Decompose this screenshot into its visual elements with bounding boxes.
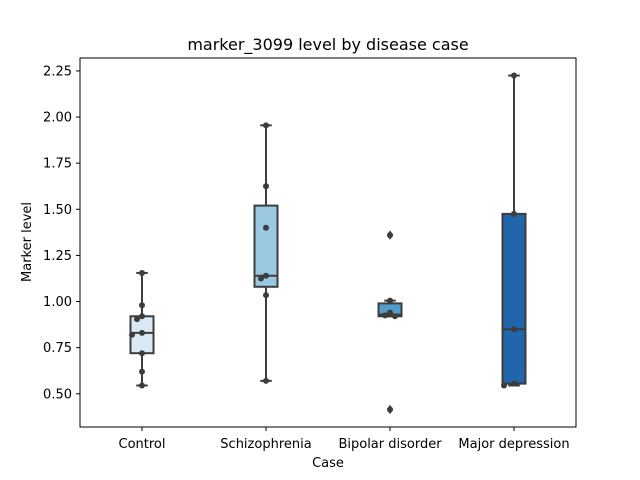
points-group-2 — [382, 232, 398, 413]
y-tick-label: 1.75 — [43, 157, 72, 172]
data-point — [501, 382, 507, 389]
data-point — [263, 292, 269, 299]
data-point — [139, 313, 145, 320]
data-point — [263, 224, 269, 231]
y-tick-label: 0.75 — [43, 341, 72, 356]
points-group-3 — [501, 72, 517, 389]
data-point — [139, 329, 145, 336]
y-tick-label: 0.50 — [43, 387, 72, 402]
data-point — [387, 309, 393, 316]
box-group-3 — [501, 74, 527, 387]
data-point — [511, 72, 517, 79]
x-tick-label: Major depression — [458, 437, 569, 452]
plot-area — [129, 72, 527, 415]
y-tick-label: 1.50 — [43, 203, 72, 218]
points-group-0 — [129, 269, 145, 389]
data-point — [511, 380, 517, 387]
data-point — [134, 316, 140, 323]
data-point — [139, 382, 145, 389]
x-tick-label: Schizophrenia — [220, 437, 311, 452]
axes: 0.50 0.75 1.00 1.25 1.50 1.75 2.00 2.25 Control S… — [43, 64, 570, 452]
data-point — [139, 269, 145, 276]
data-point — [387, 406, 393, 413]
box — [253, 204, 279, 288]
points-group-1 — [258, 122, 269, 384]
data-point — [382, 312, 388, 319]
data-point — [139, 368, 145, 375]
data-point — [392, 313, 398, 320]
box-group-1 — [253, 124, 279, 382]
y-tick-label: 1.25 — [43, 249, 72, 264]
data-point — [139, 350, 145, 357]
data-point — [511, 326, 517, 333]
data-point — [387, 297, 393, 304]
x-tick-label: Control — [119, 437, 166, 452]
data-point — [387, 232, 393, 239]
data-point — [258, 275, 264, 282]
data-point — [263, 183, 269, 190]
data-point — [263, 377, 269, 384]
plot-frame — [79, 57, 577, 428]
chart-title: marker_3099 level by disease case — [187, 35, 468, 55]
y-tick-label: 2.25 — [43, 64, 72, 79]
data-point — [511, 210, 517, 217]
data-point — [263, 272, 269, 279]
data-point — [263, 122, 269, 129]
y-tick-label: 2.00 — [43, 111, 72, 126]
y-axis-title: Marker level — [20, 202, 35, 282]
data-point — [129, 331, 135, 338]
x-axis-title: Case — [312, 456, 344, 471]
x-tick-label: Bipolar disorder — [338, 437, 442, 452]
y-tick-label: 1.00 — [43, 295, 72, 310]
box — [501, 212, 527, 385]
data-point — [139, 302, 145, 309]
